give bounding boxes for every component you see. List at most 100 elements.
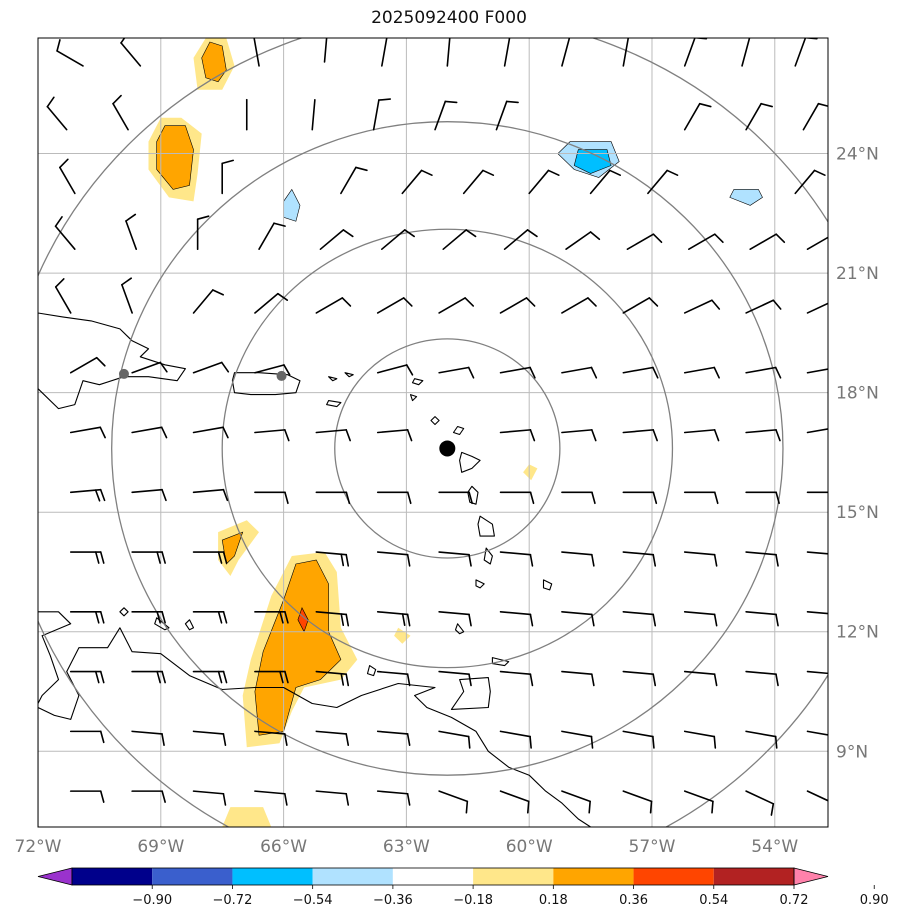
barb-feather — [652, 491, 658, 505]
barb-staff — [683, 366, 716, 374]
wind-barb — [683, 730, 717, 749]
wind-barb — [683, 102, 712, 131]
barb-staff — [438, 366, 470, 374]
barb-feather — [46, 96, 55, 108]
barb-staff — [561, 38, 571, 67]
barb-feather — [341, 297, 352, 307]
barb-feather — [345, 429, 351, 442]
barb-staff — [315, 429, 348, 434]
barb-staff — [254, 429, 286, 434]
barb-feather — [713, 366, 720, 379]
barb-feather — [529, 673, 534, 687]
wind-barb — [131, 488, 167, 502]
wind-barb — [376, 611, 411, 627]
wind-barb — [622, 551, 657, 567]
wind-barb — [806, 790, 828, 802]
wind-barb — [806, 428, 828, 434]
barb-staff — [622, 551, 655, 556]
wind-barb — [376, 730, 411, 746]
barb-staff — [802, 102, 820, 131]
wind-barbs — [46, 38, 828, 816]
wind-barb — [315, 670, 350, 687]
wind-barb — [376, 429, 413, 442]
coastline-3 — [459, 451, 481, 473]
coastline-13 — [119, 607, 129, 617]
barb-feather — [355, 166, 368, 172]
barb-staff — [438, 611, 470, 616]
barb-feather — [161, 670, 166, 684]
colorbar-swatch — [473, 868, 554, 885]
wind-barb — [192, 611, 228, 624]
barb-staff — [794, 169, 816, 195]
barb-feather — [54, 216, 63, 228]
barb-feather — [159, 361, 168, 373]
barb-staff — [806, 670, 828, 675]
barb-feather — [340, 613, 345, 627]
latitude-tick-label: 18°N — [836, 384, 879, 404]
wind-barb — [69, 551, 105, 564]
barb-feather — [345, 792, 350, 806]
barb-feather — [775, 491, 780, 505]
wind-barb — [622, 297, 659, 314]
barb-staff — [499, 297, 528, 314]
barb-feather — [345, 673, 350, 687]
barb-staff — [192, 730, 225, 735]
barb-staff — [315, 730, 348, 735]
barb-feather — [404, 229, 415, 238]
barb-feather — [775, 233, 786, 244]
wind-barb — [802, 102, 828, 131]
coastline-20 — [328, 376, 338, 382]
coastline-22 — [38, 611, 72, 705]
barb-staff — [683, 299, 713, 314]
graticule — [38, 38, 828, 827]
barb-feather — [591, 613, 595, 627]
barb-staff — [561, 790, 591, 803]
wind-barb — [376, 790, 411, 806]
wind-barb — [192, 488, 229, 502]
wind-barb — [499, 429, 536, 442]
barb-staff — [561, 551, 593, 556]
barb-staff — [438, 297, 466, 314]
barb-feather — [406, 491, 412, 505]
wind-barb — [688, 233, 724, 250]
barb-feather — [54, 278, 65, 288]
wind-barb — [311, 98, 316, 131]
wind-barb — [745, 730, 778, 749]
wind-barb — [258, 222, 286, 250]
barb-feather — [590, 366, 598, 379]
barb-staff — [315, 297, 344, 314]
barb-staff — [258, 222, 275, 250]
coastline-9 — [454, 623, 465, 635]
barb-staff — [254, 730, 286, 735]
wind-barb — [745, 670, 779, 687]
wind-barb — [192, 289, 224, 314]
barb-feather — [94, 489, 101, 502]
wind-barb — [503, 38, 511, 67]
wind-barb — [54, 278, 72, 314]
barb-staff — [561, 366, 593, 374]
wind-barb — [647, 169, 679, 195]
barb-staff — [745, 670, 777, 676]
barb-staff — [54, 286, 72, 314]
barb-feather — [378, 98, 392, 101]
wind-barb — [112, 94, 129, 131]
barb-feather — [406, 673, 411, 687]
wind-barb — [683, 429, 720, 442]
shaded-region-10 — [221, 531, 244, 565]
barb-feather — [482, 169, 495, 177]
wind-barb — [319, 229, 354, 250]
barb-feather — [99, 611, 105, 624]
barb-staff — [683, 429, 716, 434]
wind-barb — [495, 100, 519, 131]
barb-feather — [345, 491, 351, 505]
barb-feather — [345, 613, 350, 627]
coastline-23 — [38, 627, 592, 827]
barb-staff — [647, 169, 668, 195]
wind-barb — [131, 611, 166, 624]
wind-barb — [589, 169, 622, 195]
barb-feather — [222, 792, 227, 806]
barb-feather — [609, 169, 622, 177]
colorbar-tick-label: −0.72 — [213, 893, 253, 908]
barb-feather — [652, 553, 657, 567]
barb-staff — [438, 730, 470, 738]
